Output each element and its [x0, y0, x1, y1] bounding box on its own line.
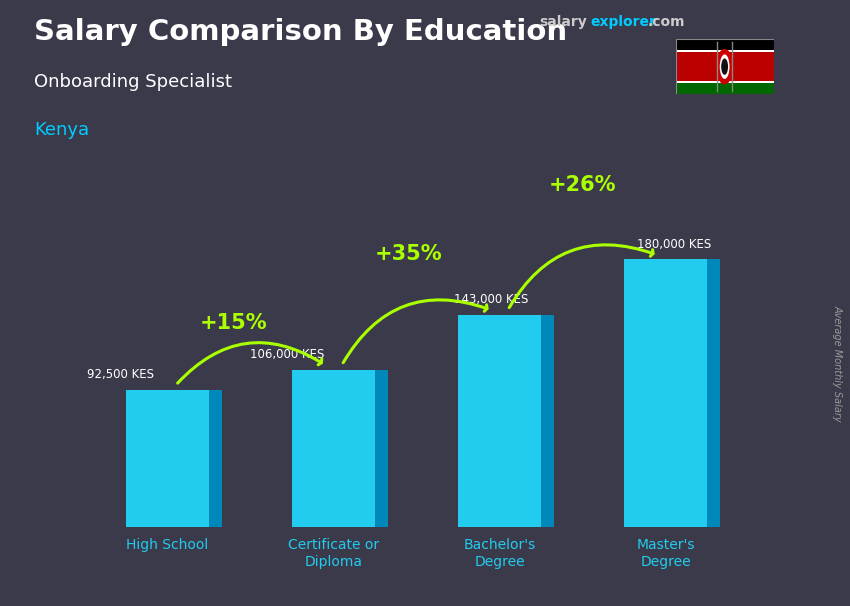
Polygon shape [541, 315, 554, 527]
Polygon shape [707, 259, 720, 527]
Ellipse shape [721, 59, 728, 75]
Ellipse shape [720, 55, 729, 79]
Text: salary: salary [540, 15, 587, 29]
Text: Average Monthly Salary: Average Monthly Salary [832, 305, 842, 422]
Polygon shape [209, 390, 222, 527]
Text: 143,000 KES: 143,000 KES [454, 293, 529, 305]
Text: Salary Comparison By Education: Salary Comparison By Education [34, 18, 567, 46]
Text: Kenya: Kenya [34, 121, 89, 139]
Text: +35%: +35% [374, 244, 442, 264]
Polygon shape [375, 370, 388, 527]
Text: +15%: +15% [200, 313, 268, 333]
Bar [292, 370, 375, 527]
Text: .com: .com [648, 15, 685, 29]
Bar [676, 81, 774, 83]
Text: Onboarding Specialist: Onboarding Specialist [34, 73, 232, 91]
Text: 180,000 KES: 180,000 KES [637, 238, 711, 250]
Ellipse shape [716, 49, 734, 84]
Text: explorer: explorer [591, 15, 656, 29]
Bar [676, 50, 774, 53]
Bar [676, 39, 774, 50]
Text: +26%: +26% [549, 175, 616, 195]
Bar [676, 53, 774, 81]
Bar [676, 83, 774, 94]
Bar [458, 315, 541, 527]
Text: 106,000 KES: 106,000 KES [250, 348, 324, 361]
Bar [126, 390, 209, 527]
Text: 92,500 KES: 92,500 KES [88, 368, 155, 381]
Bar [624, 259, 707, 527]
